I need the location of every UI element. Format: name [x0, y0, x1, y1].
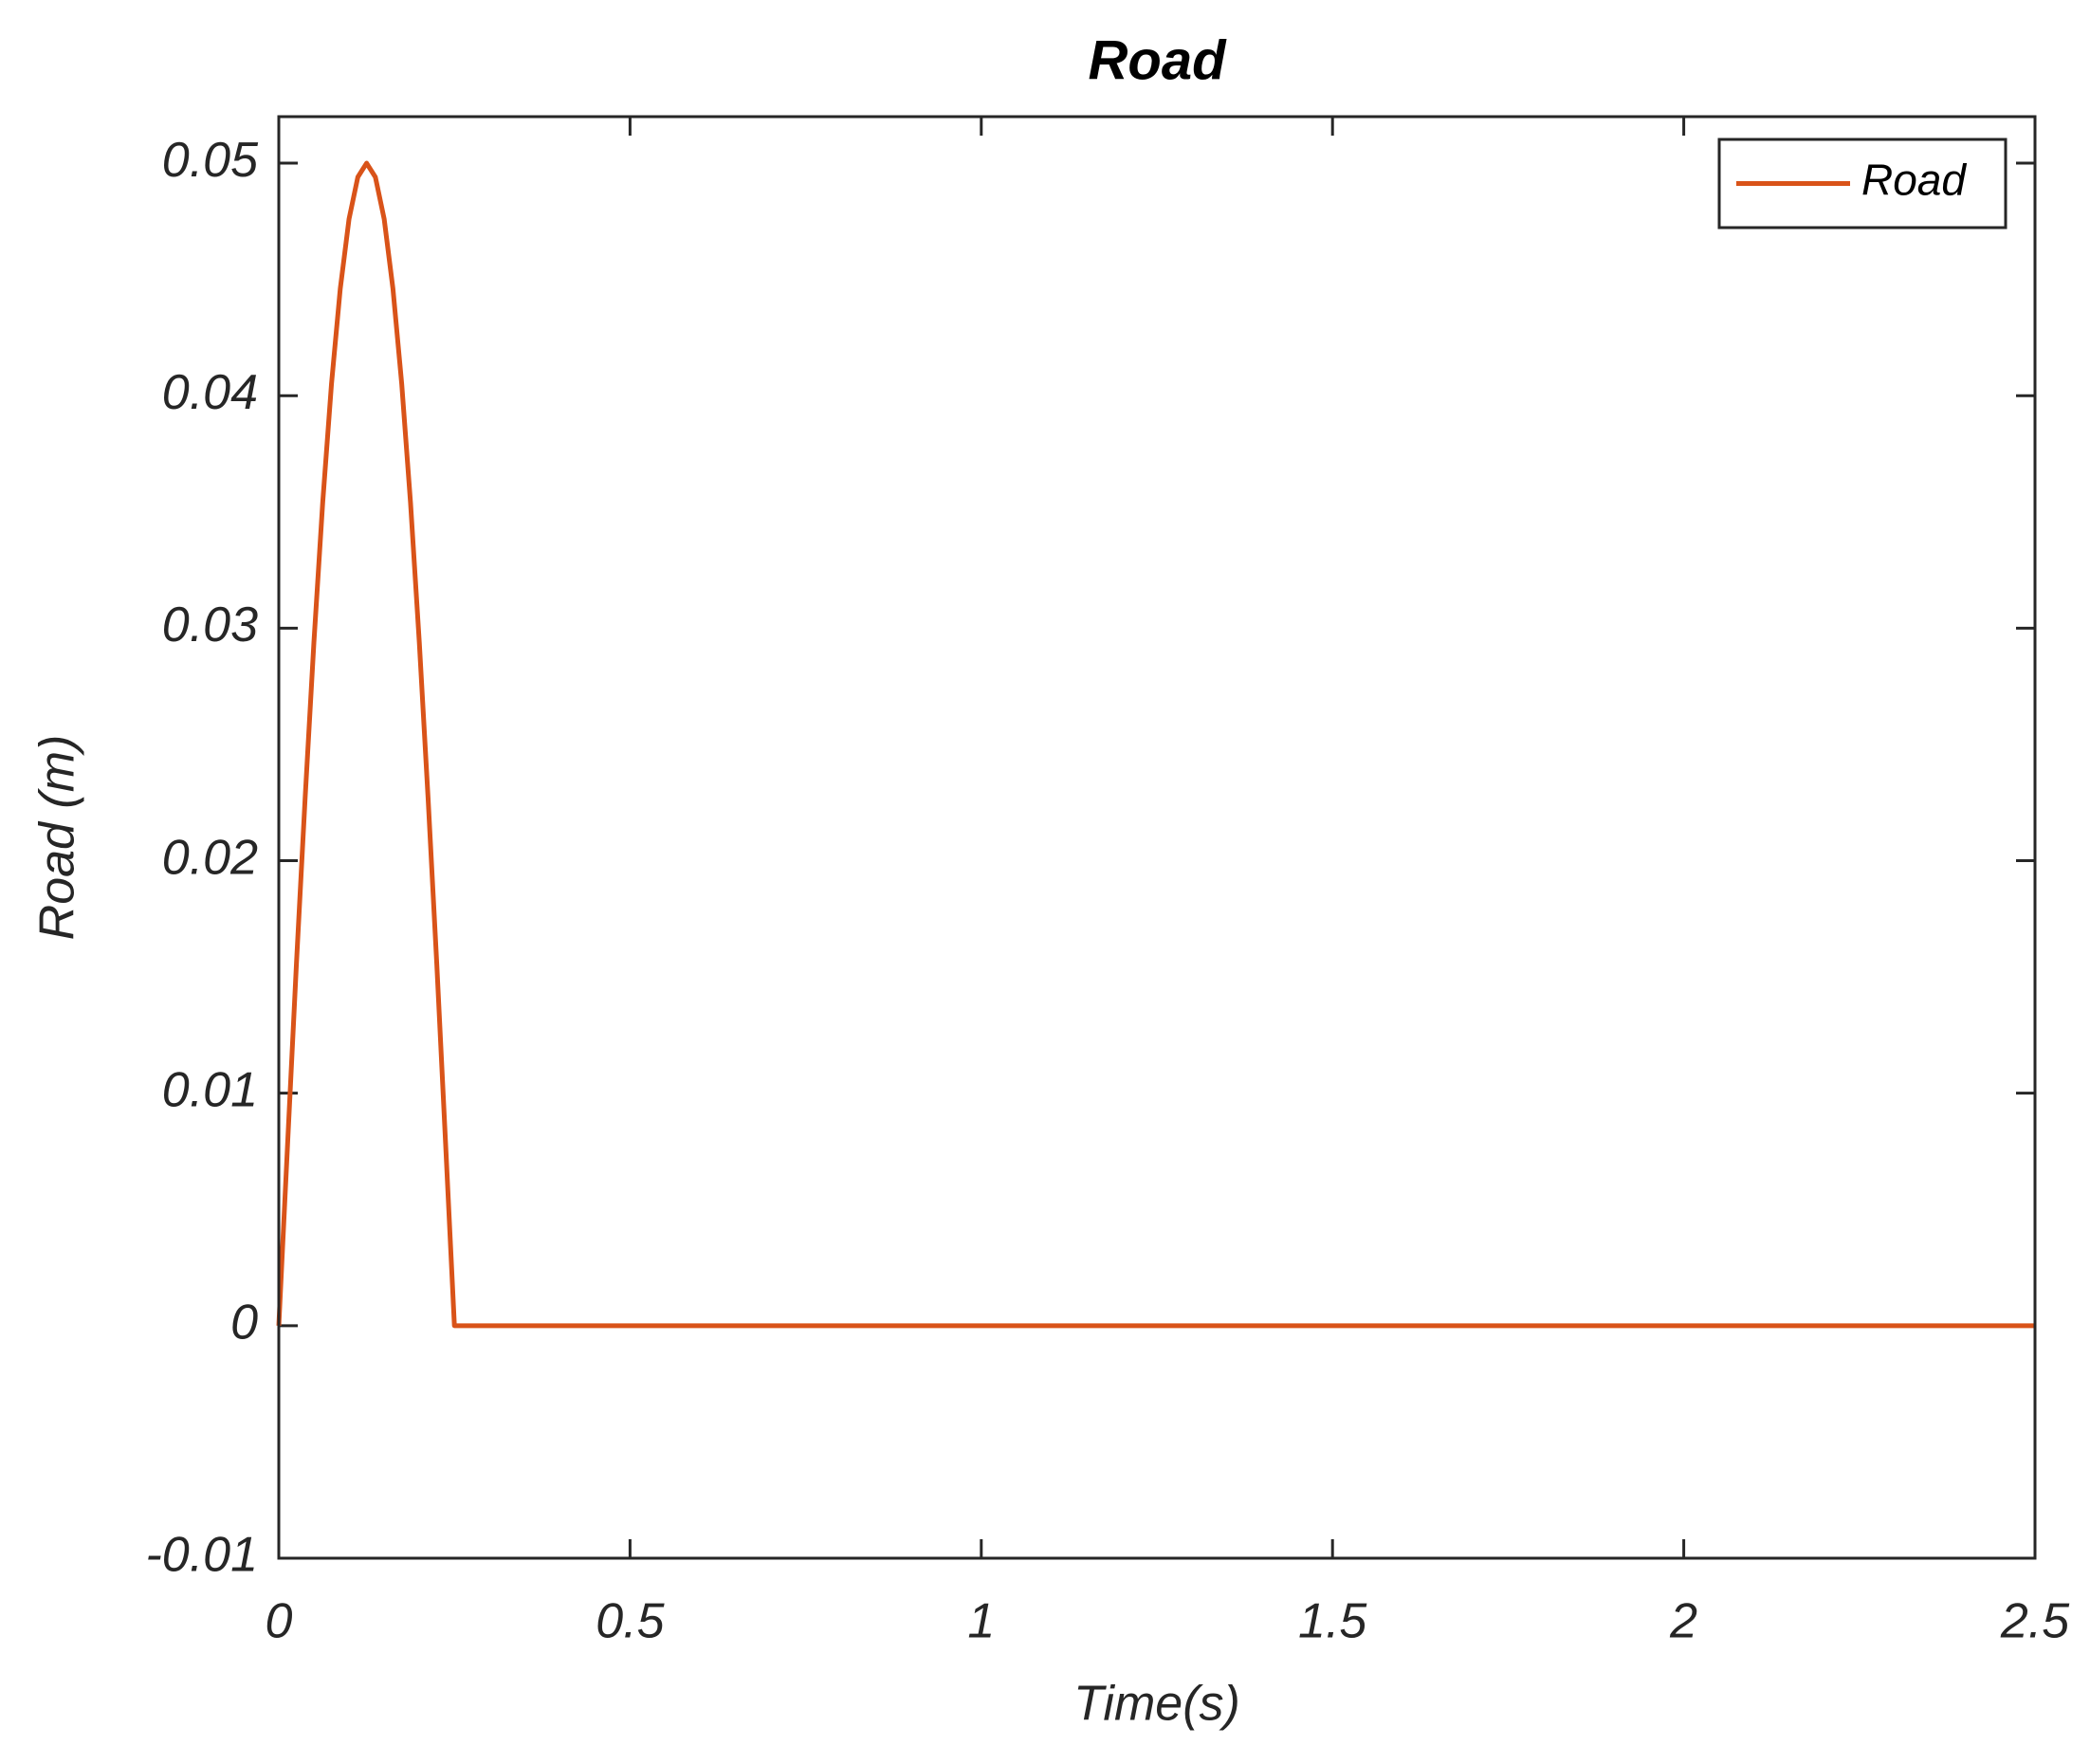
- x-tick-label: 0: [266, 1594, 293, 1649]
- plot-frame: [277, 115, 2037, 1560]
- y-tick-label: 0.03: [162, 597, 258, 652]
- y-axis-label: Road (m): [30, 735, 85, 941]
- y-tick-label: 0.04: [162, 365, 258, 420]
- y-tick-label: 0.01: [162, 1062, 258, 1117]
- y-tick-label: -0.01: [145, 1528, 258, 1583]
- data-line: [276, 160, 2035, 1329]
- x-tick-label: 1: [967, 1594, 995, 1649]
- chart-title: Road: [1089, 29, 1228, 91]
- x-axis-label: Time(s): [1073, 1677, 1240, 1732]
- y-tick-label: 0.05: [162, 133, 259, 188]
- x-tick-label: 0.5: [596, 1594, 665, 1649]
- x-tick-label: 2: [1669, 1594, 1697, 1649]
- y-tick-label: 0.02: [162, 830, 258, 885]
- x-tick-label: 1.5: [1298, 1594, 1367, 1649]
- legend-label: Road: [1861, 156, 1967, 205]
- x-tick-label: 2.5: [2000, 1594, 2070, 1649]
- y-tick-label: 0: [230, 1295, 258, 1351]
